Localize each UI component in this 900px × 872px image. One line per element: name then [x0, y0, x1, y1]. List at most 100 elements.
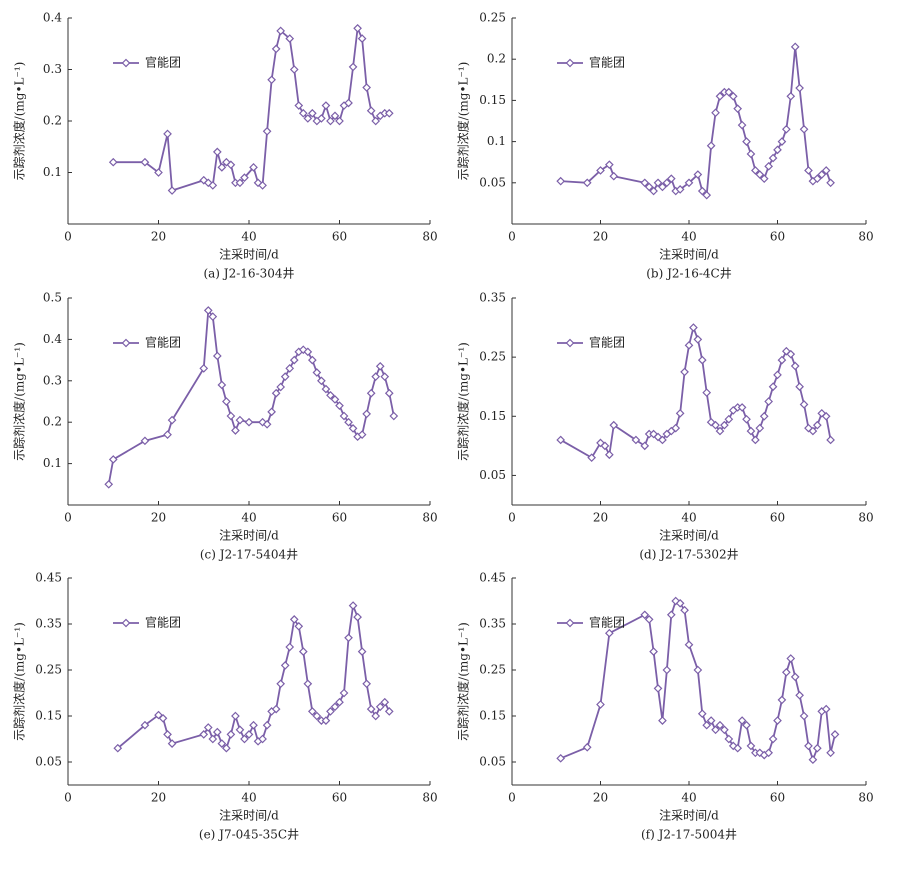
data-point: [724, 414, 734, 424]
data-point: [362, 409, 371, 419]
data-point: [226, 730, 236, 739]
legend-marker: [565, 58, 575, 68]
data-point: [764, 748, 773, 758]
data-point: [715, 426, 725, 436]
x-tick-label: 20: [593, 230, 608, 244]
data-point: [317, 114, 326, 123]
x-axis-label: 注采时间/d: [659, 528, 719, 543]
data-point: [330, 702, 340, 712]
y-tick-label: 0.5: [43, 291, 62, 305]
data-point: [777, 695, 787, 705]
data-point: [140, 157, 150, 167]
data-point: [244, 730, 254, 739]
data-point: [742, 720, 751, 730]
data-point: [357, 647, 367, 656]
data-point: [671, 423, 681, 433]
data-point: [556, 435, 566, 445]
data-point: [812, 743, 822, 753]
x-axis-label: 注采时间/d: [219, 247, 279, 262]
data-point: [684, 640, 694, 650]
x-tick-label: 60: [770, 511, 785, 525]
data-point: [267, 75, 276, 85]
data-point: [662, 178, 672, 188]
data-point: [711, 420, 720, 430]
data-point: [799, 400, 809, 409]
data-point: [751, 435, 760, 445]
data-point: [790, 672, 800, 682]
data-point: [203, 306, 213, 315]
data-point: [697, 355, 707, 365]
data-point: [649, 429, 658, 439]
data-point: [366, 106, 376, 116]
data-point: [226, 160, 236, 170]
y-axis-label: 示踪剂浓度/(mg•L⁻¹): [456, 62, 471, 181]
data-point: [777, 137, 787, 146]
data-point: [720, 725, 729, 735]
data-point: [644, 615, 654, 624]
y-tick-label: 0.25: [35, 663, 62, 677]
data-point: [226, 411, 236, 421]
data-point: [675, 185, 685, 194]
data-point: [344, 417, 353, 427]
data-point: [285, 34, 295, 43]
data-point: [653, 178, 663, 188]
caption: (f) J2-17-5004井: [641, 828, 737, 842]
x-tick-label: 0: [508, 230, 516, 244]
data-point: [262, 126, 272, 136]
data-point: [782, 346, 791, 356]
data-point: [371, 711, 381, 721]
data-point: [702, 388, 712, 397]
x-tick-label: 40: [241, 791, 256, 805]
data-point: [737, 403, 747, 412]
data-point: [605, 450, 614, 460]
legend-label: 官能团: [589, 615, 625, 630]
data-point: [240, 734, 249, 744]
data-point: [371, 372, 381, 382]
data-point: [231, 711, 240, 721]
y-tick-label: 0.05: [35, 755, 62, 769]
x-tick-label: 80: [422, 230, 437, 244]
data-point: [640, 610, 650, 620]
data-point: [362, 83, 371, 92]
y-axis-label: 示踪剂浓度/(mg•L⁻¹): [456, 342, 471, 461]
legend-marker: [121, 338, 131, 348]
data-point: [335, 697, 344, 707]
x-tick-label: 80: [422, 791, 437, 805]
data-point: [312, 711, 322, 721]
x-tick-label: 60: [332, 511, 347, 525]
data-point: [697, 186, 707, 196]
data-point: [231, 426, 240, 435]
data-point: [108, 455, 118, 464]
y-tick-label: 0.4: [43, 11, 62, 25]
x-tick-label: 80: [858, 230, 873, 244]
caption: (e) J7-045-35C井: [199, 828, 299, 842]
y-axis-label: 示踪剂浓度/(mg•L⁻¹): [12, 342, 27, 461]
data-point: [249, 720, 258, 730]
data-point: [596, 166, 605, 175]
data-point: [375, 702, 385, 712]
data-point: [582, 742, 592, 752]
data-point: [609, 420, 619, 430]
data-point: [808, 755, 818, 765]
data-point: [235, 178, 245, 188]
data-point: [371, 116, 381, 126]
data-point: [167, 415, 177, 425]
data-point: [235, 415, 245, 425]
data-point: [777, 355, 787, 365]
y-tick-label: 0.45: [35, 571, 62, 585]
data-point: [715, 91, 725, 101]
data-point: [706, 141, 716, 151]
data-point: [702, 720, 712, 730]
data-point: [755, 423, 765, 433]
data-point: [308, 707, 317, 716]
data-point: [389, 411, 399, 421]
data-point: [759, 411, 769, 421]
chart-panel: 0.1 0.2 0.3 0.4 0 20 40 60 80 注采时间/d (a) J2-16-304…: [12, 11, 438, 281]
data-point: [339, 688, 349, 698]
x-axis-label: 注采时间/d: [659, 808, 719, 823]
data-point: [631, 435, 641, 445]
data-point: [640, 178, 650, 188]
data-point: [653, 684, 663, 693]
data-point: [773, 145, 782, 155]
data-point: [702, 190, 712, 200]
